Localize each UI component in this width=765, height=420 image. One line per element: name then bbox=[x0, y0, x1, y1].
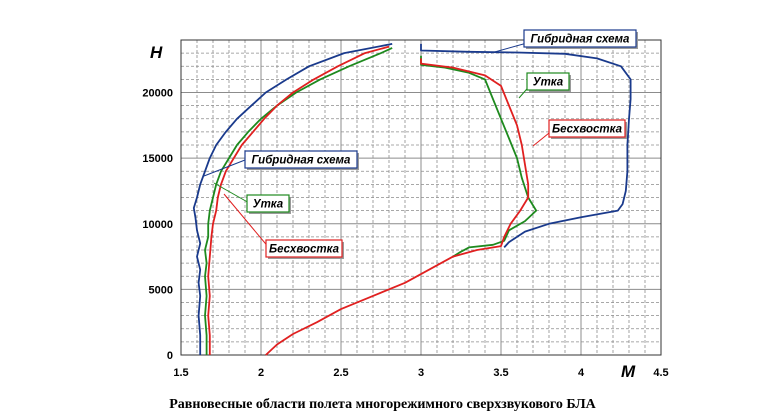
callout-box bbox=[523, 29, 637, 48]
y-tick-label: 0 bbox=[167, 350, 173, 362]
x-tick-label: 4.5 bbox=[653, 367, 668, 379]
x-axis-ticks: 1.5 2 2.5 3 3.5 4 4.5 bbox=[173, 367, 668, 379]
y-tick-label: 15000 bbox=[142, 153, 173, 165]
series-line-tailless bbox=[265, 58, 530, 356]
chart-svg: 0 5000 10000 15000 20000 1.5 2 2.5 3 3.5 4 4.5 H M… bbox=[142, 29, 669, 381]
x-tick-label: 3 bbox=[418, 367, 424, 379]
x-axis-label: M bbox=[621, 362, 636, 381]
series-line-tailless bbox=[207, 45, 390, 355]
callout-label: Бесхвостка bbox=[269, 244, 340, 256]
callout-label: Утка bbox=[533, 77, 564, 89]
series-line-hybrid bbox=[192, 43, 393, 355]
callout-box bbox=[526, 72, 570, 91]
y-axis-ticks: 0 5000 10000 15000 20000 bbox=[142, 88, 173, 363]
x-tick-label: 3.5 bbox=[493, 367, 508, 379]
y-tick-label: 5000 bbox=[149, 284, 173, 296]
y-tick-label: 10000 bbox=[142, 219, 173, 231]
x-tick-label: 2 bbox=[258, 367, 264, 379]
series-line-hybrid bbox=[420, 43, 632, 249]
callout-box bbox=[246, 194, 290, 213]
figure-caption: Равновесные области полета многорежимног… bbox=[169, 397, 596, 412]
callout-box bbox=[548, 119, 626, 138]
callout-label: Гибридная схема bbox=[531, 34, 630, 46]
plot-frame bbox=[180, 39, 662, 356]
callouts: Гибридная схема Утка Бесхвостка Гибридная с… bbox=[203, 29, 638, 259]
callout-label: Гибридная схема bbox=[252, 155, 351, 167]
callout-leader bbox=[223, 193, 271, 250]
callout-leader bbox=[213, 182, 252, 205]
x-tick-label: 1.5 bbox=[173, 367, 188, 379]
series-line-duck bbox=[204, 47, 393, 355]
callout-box bbox=[244, 150, 358, 169]
callout-label: Утка bbox=[253, 199, 284, 211]
callout-leader bbox=[203, 159, 246, 177]
y-tick-label: 20000 bbox=[142, 88, 173, 100]
callout-box bbox=[265, 239, 343, 258]
x-tick-label: 2.5 bbox=[333, 367, 348, 379]
y-axis-label: H bbox=[150, 43, 163, 62]
callout-label: Бесхвостка bbox=[552, 124, 623, 136]
series-line-duck bbox=[420, 55, 538, 258]
x-tick-label: 4 bbox=[578, 367, 585, 379]
